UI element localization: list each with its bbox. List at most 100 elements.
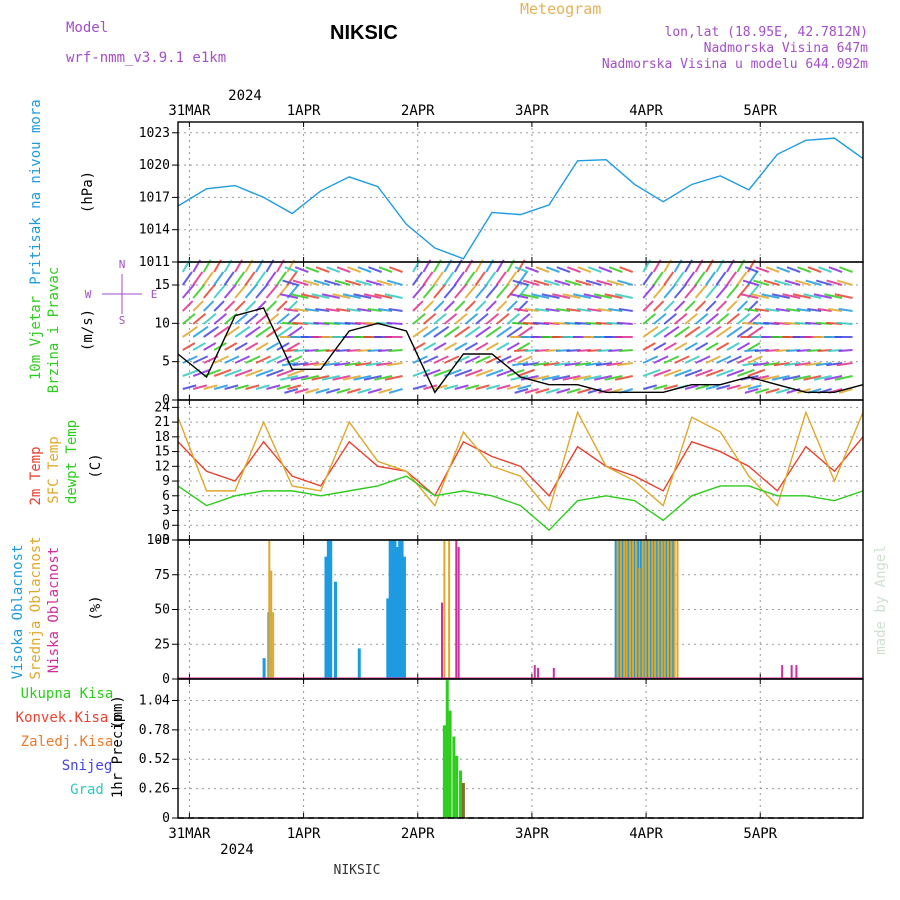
- wind-barb: [386, 321, 403, 325]
- wind-barb: [616, 321, 633, 325]
- wind-barb: [290, 293, 309, 299]
- wind-barb: [564, 362, 581, 367]
- location-coords: lon,lat (18.95E, 42.7812N): [664, 25, 869, 40]
- wind-barb: [485, 384, 501, 390]
- wind-barb: [475, 368, 494, 377]
- wind-barb: [336, 308, 351, 312]
- wind-barb: [365, 279, 382, 286]
- wind-barb: [784, 362, 801, 367]
- wind-barb: [828, 266, 843, 273]
- bottom-date-label: 2APR: [401, 826, 435, 842]
- wind-barb: [512, 362, 529, 367]
- wind-barb: [315, 266, 330, 273]
- cloud-bar-mid: [635, 540, 638, 679]
- wind-barb: [244, 300, 257, 312]
- wind-barb: [506, 312, 521, 325]
- cloud-bar-mid: [619, 540, 622, 679]
- wind-barb: [224, 384, 239, 390]
- wind-barb: [813, 375, 832, 381]
- wind-barb: [443, 355, 460, 364]
- wind-barb: [562, 293, 581, 299]
- wind-barb: [464, 312, 479, 325]
- cloud-bar-low: [790, 665, 793, 679]
- cloud-bar-high: [391, 540, 395, 679]
- bottom-date-label: 31MAR: [168, 826, 211, 842]
- mid-cloud-axis-label: Srednja Oblacnost: [28, 536, 44, 679]
- wind-barb: [433, 342, 447, 351]
- y-tick-label: 25: [154, 637, 170, 652]
- wind-barb: [517, 325, 533, 338]
- y-tick-label: 18: [154, 430, 170, 445]
- cloud-bar-high: [668, 540, 672, 679]
- wind-barb: [834, 375, 853, 381]
- wind-barb: [336, 266, 351, 273]
- wind-barb: [286, 325, 303, 338]
- wind-barb: [300, 293, 320, 299]
- wind-barb: [454, 300, 466, 312]
- wind-barb: [715, 342, 730, 351]
- wind-barb: [520, 375, 539, 381]
- wind-barb: [744, 388, 759, 394]
- cloud-bar-low: [441, 602, 444, 679]
- wind-barb: [234, 368, 253, 377]
- wind-barb: [203, 325, 220, 338]
- cloud-bar-high: [326, 540, 330, 679]
- wind-barb: [412, 312, 426, 325]
- cloud-panel: 0 25 50 75 100: [147, 533, 864, 687]
- cloud-bar-mid: [647, 540, 650, 679]
- bottom-date-label: 4APR: [629, 826, 663, 842]
- wind-barb: [313, 279, 330, 286]
- wind-barb: [255, 342, 269, 351]
- wind-barb: [234, 342, 248, 351]
- wind-barb: [346, 388, 361, 394]
- wind-barb: [726, 283, 740, 299]
- wind-barb: [642, 355, 659, 364]
- y-tick-label: 0.78: [139, 723, 170, 738]
- wind-barb: [182, 384, 197, 390]
- y-tick-label: 1023: [139, 126, 170, 141]
- cloud-bar-high: [646, 540, 650, 679]
- wind-barb: [587, 266, 602, 273]
- top-date-label: 1APR: [287, 103, 321, 119]
- wind-barb: [433, 368, 452, 377]
- wind-barb: [663, 283, 677, 299]
- precip-bar: [452, 736, 456, 818]
- wind-barb: [224, 355, 240, 364]
- wind-barb: [705, 342, 719, 351]
- cloud-bar-high: [629, 540, 633, 679]
- wind-barb: [684, 355, 701, 364]
- wind-barb: [454, 283, 468, 299]
- wind-unit-label: (m/s): [80, 309, 96, 351]
- wind-barb: [265, 300, 278, 312]
- wind-barb: [796, 308, 811, 312]
- wind-barb: [754, 308, 769, 312]
- wind-barb: [834, 293, 853, 299]
- wind-barb: [255, 368, 274, 377]
- wind-barb: [807, 266, 822, 273]
- wind-barb: [276, 384, 291, 390]
- wind-barb: [355, 279, 372, 286]
- wind-barb: [485, 325, 502, 338]
- wind-barb: [695, 384, 710, 390]
- wind-barb: [386, 279, 403, 286]
- cloud-bar-mid: [641, 540, 644, 679]
- pressure-frame: [177, 121, 864, 263]
- wind-barb: [475, 342, 489, 351]
- wind-barb: [496, 300, 508, 312]
- wind-barb: [618, 349, 633, 352]
- wind-barb: [244, 271, 256, 286]
- wind-barb: [315, 308, 330, 312]
- wind-barb: [422, 300, 435, 312]
- wind-barb: [604, 375, 623, 381]
- wind-barb: [412, 271, 423, 286]
- wind-barb: [726, 384, 741, 390]
- wind-barb: [795, 279, 811, 286]
- wind-barb: [543, 362, 560, 367]
- wind-barb: [642, 300, 654, 312]
- wind-barb: [765, 308, 780, 312]
- wind-barb: [412, 325, 429, 338]
- cloud-bar-mid: [625, 540, 628, 679]
- sfc-line: [177, 410, 864, 512]
- wind-barb: [556, 388, 571, 394]
- cloud-bar-high: [393, 540, 397, 679]
